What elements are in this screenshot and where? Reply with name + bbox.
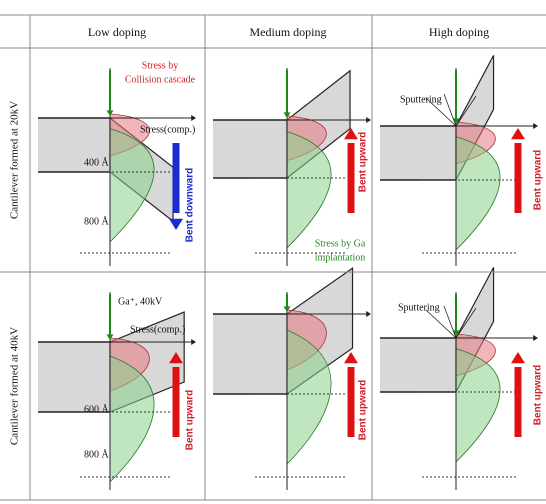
cantilever-base [380, 338, 456, 392]
annotation: Stress by Ga [315, 238, 366, 249]
cantilever-base [213, 314, 287, 394]
bend-label: Bent upward [533, 365, 544, 426]
row-label: Cantilever formed at 20kV [9, 101, 21, 219]
annotation: Collision cascade [125, 74, 196, 85]
bend-arrow [348, 367, 355, 437]
cantilever-base [38, 342, 110, 412]
annotation: Ga⁺, 40kV [118, 296, 163, 307]
cantilever-base [380, 126, 456, 180]
cantilever-base [213, 120, 287, 178]
annotation: Stress by [142, 60, 178, 71]
bend-arrow [173, 367, 180, 437]
bend-arrow [173, 143, 180, 213]
depth-label: 400 Å [84, 156, 110, 168]
figure: Low doping Medium doping High doping Can… [0, 0, 546, 504]
column-header: Low doping [88, 25, 146, 39]
bend-label: Bent upward [358, 132, 369, 193]
bend-arrow [515, 143, 522, 213]
bend-label: Bent upward [533, 150, 544, 211]
bend-arrow [348, 143, 355, 213]
depth-label: 600 Å [84, 403, 110, 415]
bend-label: Bent downward [185, 168, 196, 242]
annotation: implantation [315, 252, 366, 263]
bend-label: Bent upward [358, 380, 369, 441]
axis-label: Stress(comp.) [140, 124, 195, 135]
annotation: Sputtering [400, 94, 442, 105]
axis-label: Stress(comp.) [130, 324, 185, 335]
bend-arrow [515, 367, 522, 437]
column-header: Medium doping [250, 25, 327, 39]
row-label: Cantilever formed at 40kV [9, 327, 21, 445]
bend-label: Bent upward [185, 390, 196, 451]
depth-label: 800 Å [84, 215, 110, 227]
column-header: High doping [429, 25, 489, 39]
annotation: Sputtering [398, 302, 440, 313]
depth-label: 800 Å [84, 448, 110, 460]
